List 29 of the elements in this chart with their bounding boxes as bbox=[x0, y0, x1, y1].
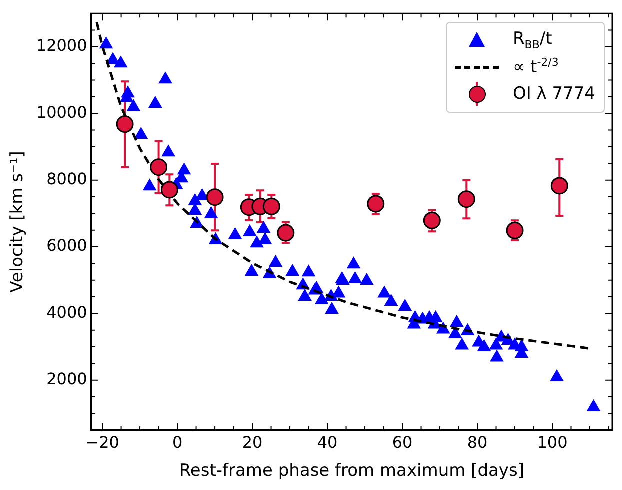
point bbox=[423, 212, 441, 230]
y-tick-label: 2000 bbox=[46, 370, 88, 389]
legend-label: OI λ 7774 bbox=[512, 84, 596, 104]
legend-label: ∝ t$^{-2/3}$ bbox=[512, 56, 559, 78]
point bbox=[206, 188, 224, 206]
x-tick-label: −20 bbox=[86, 433, 120, 452]
point bbox=[277, 224, 295, 242]
x-tick-label: 60 bbox=[392, 433, 413, 452]
point bbox=[550, 177, 568, 195]
point bbox=[458, 190, 476, 208]
point bbox=[150, 158, 168, 176]
point bbox=[160, 181, 178, 199]
x-tick-label: 0 bbox=[172, 433, 183, 452]
y-axis-title: Velocity [km s⁻¹] bbox=[8, 151, 28, 293]
x-tick-label: 40 bbox=[317, 433, 338, 452]
x-tick-label: 100 bbox=[537, 433, 568, 452]
y-tick-label: 10000 bbox=[36, 102, 88, 122]
point bbox=[367, 195, 385, 213]
y-tick-label: 4000 bbox=[46, 302, 88, 322]
y-tick-label: 6000 bbox=[46, 236, 88, 256]
x-axis-title: Rest-frame phase from maximum [days] bbox=[179, 461, 524, 482]
x-tick-label: 80 bbox=[467, 433, 488, 452]
legend-label: R$_{BB}$/t bbox=[512, 28, 552, 52]
point bbox=[506, 222, 524, 240]
point bbox=[116, 116, 134, 134]
point bbox=[262, 198, 280, 216]
x-tick-label: 20 bbox=[242, 433, 263, 452]
y-tick-label: 8000 bbox=[46, 169, 88, 188]
y-tick-label: 12000 bbox=[36, 36, 88, 56]
